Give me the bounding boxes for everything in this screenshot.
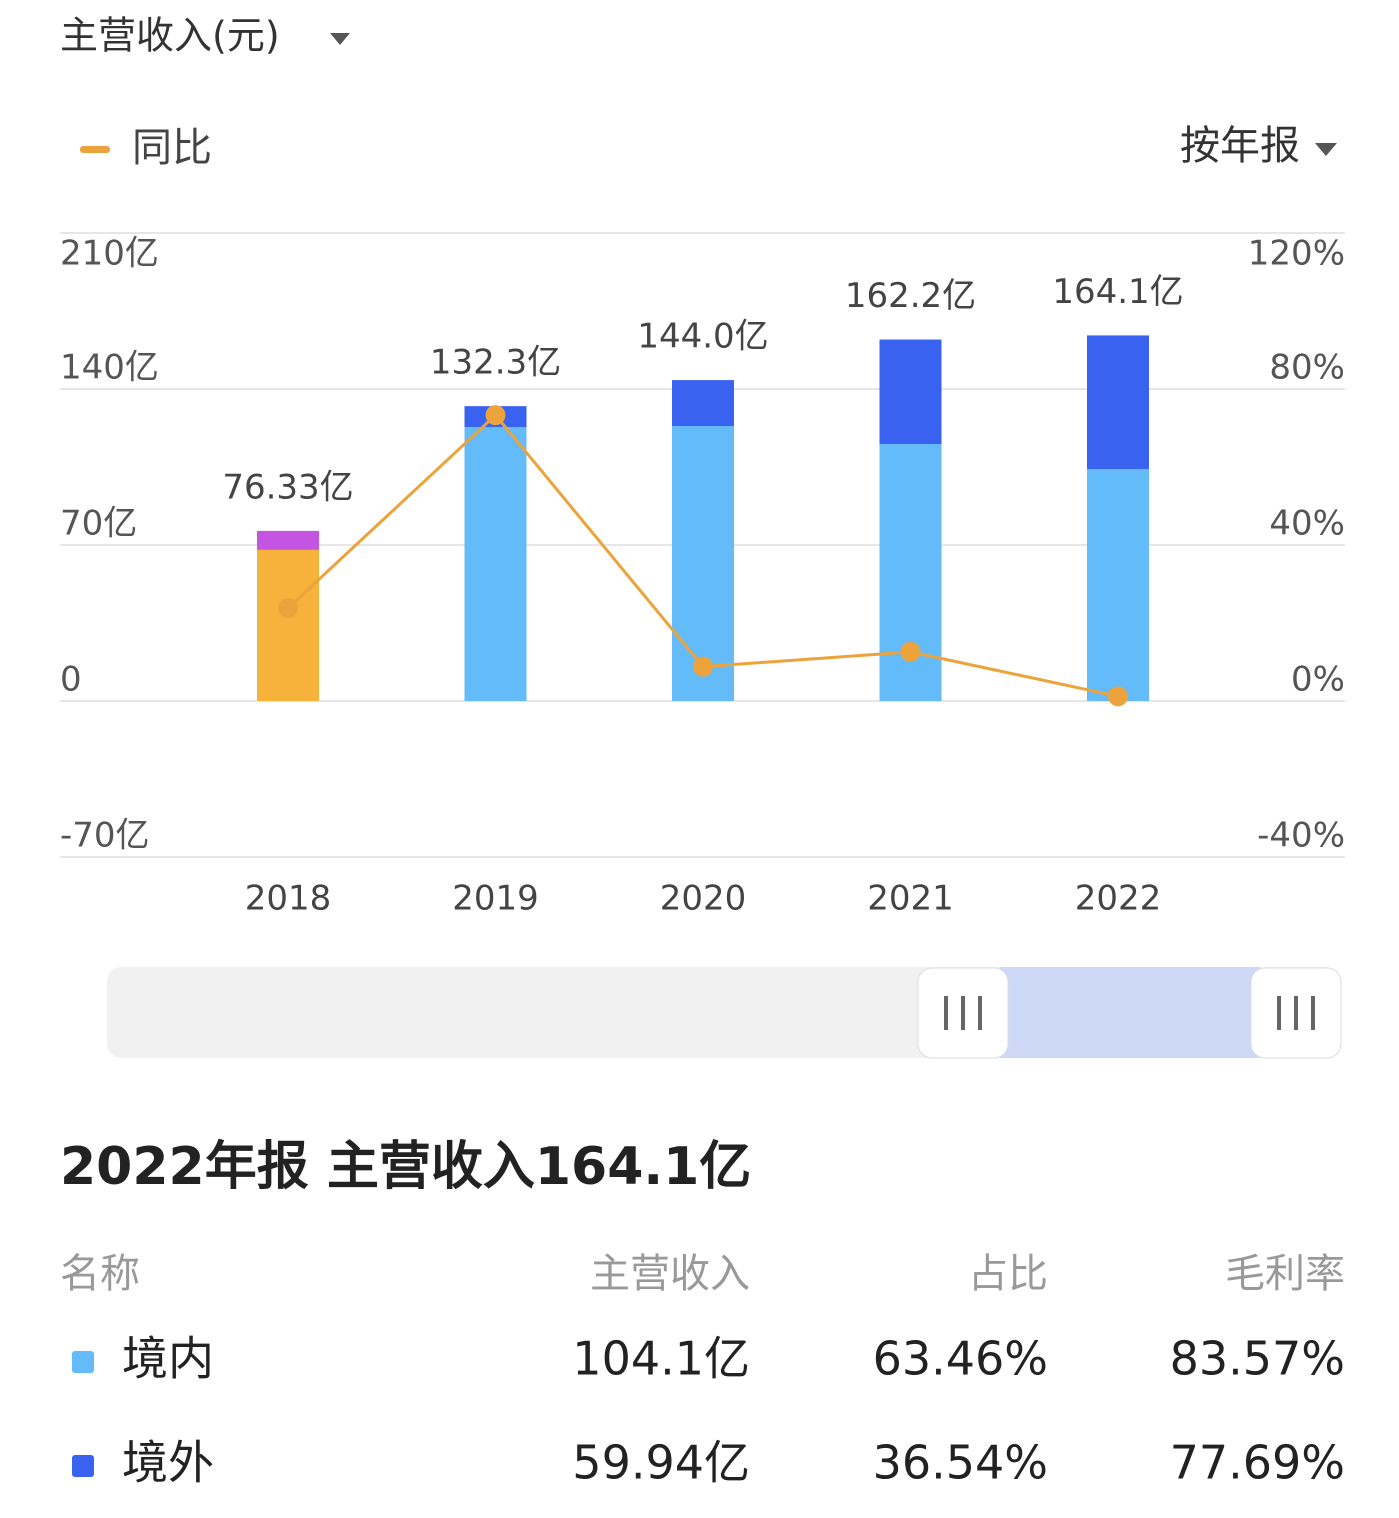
total-label: 164.1亿 <box>1052 272 1183 312</box>
table-cell: 104.1亿 <box>572 1332 750 1386</box>
y-tick-label: 210亿 <box>60 234 159 274</box>
line-point <box>278 598 298 619</box>
legend-swatch <box>80 146 110 153</box>
x-tick-label: 2021 <box>867 879 954 919</box>
table-cell: 36.54% <box>873 1436 1048 1490</box>
range-slider[interactable] <box>107 967 1342 1059</box>
table-header: 主营收入 <box>590 1251 750 1297</box>
period-select[interactable]: 按年报 <box>1180 123 1300 169</box>
bar-segment <box>257 530 319 550</box>
y2-tick-label: 80% <box>1269 348 1345 388</box>
line-point <box>485 405 506 426</box>
table-cell: 境外 <box>122 1436 214 1490</box>
y-tick-label: 70亿 <box>60 504 137 544</box>
handle-grip <box>944 996 1315 1030</box>
y-tick-label: 0 <box>60 660 82 700</box>
dropdown-arrow[interactable] <box>1315 143 1337 156</box>
y-tick-label: -70亿 <box>60 816 150 856</box>
dropdown-arrow[interactable] <box>330 33 350 45</box>
table-cell: 83.57% <box>1170 1332 1345 1386</box>
total-label: 76.33亿 <box>222 467 353 507</box>
x-tick-label: 2020 <box>660 879 747 919</box>
bar-segment <box>879 444 942 701</box>
bar-segment <box>1087 469 1149 701</box>
x-tick-label: 2018 <box>245 879 332 919</box>
bar-segment <box>672 380 734 426</box>
bar-segment <box>1087 335 1149 470</box>
x-tick-label: 2022 <box>1075 879 1162 919</box>
row-marker <box>72 1351 94 1373</box>
line-point <box>693 656 713 677</box>
total-label: 144.0亿 <box>637 317 768 357</box>
line-point <box>900 641 921 662</box>
table-header: 名称 <box>60 1251 140 1297</box>
table-cell: 63.46% <box>873 1332 1048 1386</box>
y-tick-label: 140亿 <box>60 348 159 388</box>
y2-tick-label: 0% <box>1291 660 1345 700</box>
total-label: 162.2亿 <box>845 276 976 316</box>
table-cell: 77.69% <box>1170 1436 1345 1490</box>
bar-segment <box>672 425 734 701</box>
bar-segment <box>879 339 942 445</box>
row-marker <box>72 1455 94 1477</box>
legend-label: 同比 <box>132 125 212 171</box>
table-cell: 59.94亿 <box>572 1436 750 1490</box>
bar-segment <box>464 427 527 701</box>
y2-tick-label: -40% <box>1257 816 1345 856</box>
table-header: 占比 <box>968 1251 1048 1297</box>
bar-segment <box>257 549 319 701</box>
line-point <box>1108 686 1128 707</box>
total-label: 132.3亿 <box>430 343 561 383</box>
y2-tick-label: 120% <box>1248 234 1345 274</box>
y2-tick-label: 40% <box>1269 504 1345 544</box>
table-header: 毛利率 <box>1225 1251 1345 1297</box>
x-tick-label: 2019 <box>452 879 539 919</box>
table-cell: 境内 <box>122 1332 214 1386</box>
summary-title: 2022年报 主营收入164.1亿 <box>60 1137 751 1197</box>
metric-title[interactable]: 主营收入(元) <box>60 14 280 58</box>
slider-selection <box>1000 967 1260 1058</box>
